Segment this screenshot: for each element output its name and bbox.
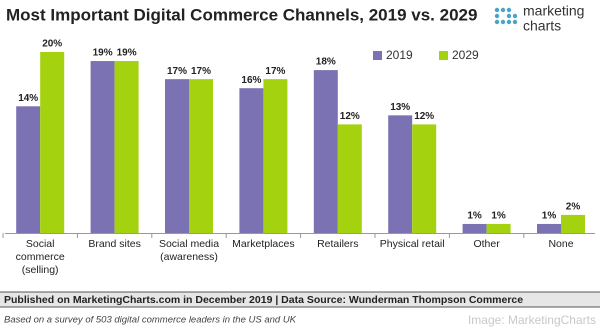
bar	[337, 124, 362, 233]
value-label: 16%	[241, 75, 261, 86]
value-label: 17%	[167, 66, 187, 77]
bar	[114, 61, 139, 233]
value-label: 18%	[316, 57, 336, 68]
value-label: 19%	[93, 48, 113, 59]
value-label: 12%	[414, 111, 434, 122]
chart-title: Most Important Digital Commerce Channels…	[6, 5, 477, 24]
bar	[486, 223, 511, 233]
legend-label: 2019	[386, 48, 413, 62]
x-tick-label: Marketplaces	[232, 238, 295, 250]
bar	[561, 214, 585, 233]
value-label: 1%	[542, 211, 557, 222]
x-tick-label: Physical retail	[379, 238, 445, 250]
value-label: 17%	[191, 66, 211, 77]
footer-band	[0, 292, 600, 307]
value-label: 1%	[491, 211, 506, 222]
x-tick-label: Retailers	[317, 238, 359, 250]
x-tick-label: None	[548, 238, 574, 250]
logo-text: marketing	[523, 3, 584, 19]
value-label: 13%	[390, 102, 410, 113]
legend-swatch	[373, 51, 382, 60]
x-tick-label: Social media (awareness)	[158, 238, 220, 263]
bar	[388, 115, 413, 233]
bar	[165, 79, 189, 234]
bar	[313, 70, 338, 233]
bar	[16, 106, 41, 233]
bar	[90, 61, 115, 233]
logo-dots	[494, 7, 518, 25]
credit: Image: MarketingCharts	[468, 313, 596, 327]
value-label: 2%	[566, 202, 581, 213]
bar	[40, 52, 65, 233]
value-label: 17%	[265, 66, 285, 77]
logo-text: charts	[523, 18, 561, 34]
bar	[412, 124, 437, 233]
value-label: 19%	[117, 48, 137, 59]
legend-label: 2029	[452, 48, 479, 62]
value-label: 12%	[340, 111, 360, 122]
bar	[239, 88, 264, 233]
legend-swatch	[439, 51, 448, 60]
note: Based on a survey of 503 digital commerc…	[4, 315, 297, 326]
bar	[189, 79, 213, 234]
value-label: 1%	[467, 211, 482, 222]
x-tick-label: Social commerce (selling)	[15, 238, 65, 276]
bar	[537, 223, 561, 233]
source: Published on MarketingCharts.com in Dece…	[4, 294, 523, 306]
bar	[462, 223, 487, 233]
x-tick-label: Other	[473, 238, 500, 250]
bar	[263, 79, 288, 234]
x-tick-label: Brand sites	[88, 238, 141, 250]
value-label: 20%	[42, 39, 62, 50]
value-label: 14%	[18, 93, 38, 104]
